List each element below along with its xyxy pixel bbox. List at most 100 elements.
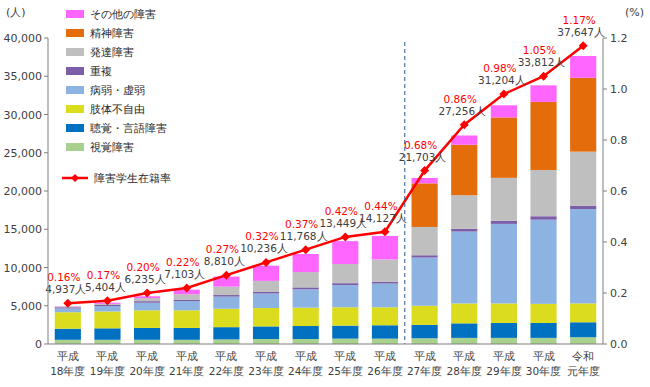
bar-segment (491, 323, 517, 338)
bar-segment (94, 328, 120, 339)
rate-marker (380, 227, 389, 236)
bar-segment (55, 329, 81, 340)
y2-axis-title: (%) (625, 6, 644, 19)
y-tick (44, 191, 48, 192)
bar-segment (94, 340, 120, 344)
x-tick-line: 27年度 (407, 365, 442, 377)
bar-segment (372, 339, 398, 344)
bar-segment (293, 289, 319, 307)
bar-segment (412, 258, 438, 306)
y-tick (44, 114, 48, 115)
total-label: 5,404人 (85, 281, 126, 293)
bar-segment (570, 206, 596, 209)
bar-segment (332, 283, 358, 285)
y-tick-label: 25,000 (4, 147, 43, 160)
bar-segment (293, 287, 319, 289)
bar-segment (293, 254, 319, 272)
y2-tick-label: 1.2 (610, 32, 628, 45)
total-label: 11,768人 (280, 230, 328, 242)
x-tick-line: 元年度 (567, 365, 600, 377)
bar-segment (174, 301, 200, 310)
y-tick (44, 344, 48, 345)
bar-segment (332, 307, 358, 325)
rate-label: 0.27% (206, 243, 239, 255)
bar-segment (253, 281, 279, 292)
bar-segment (253, 308, 279, 326)
y-tick-label: 40,000 (4, 32, 43, 45)
x-tick-line: 令和 (572, 350, 594, 362)
x-tick-label: 平成20年度 (129, 350, 164, 377)
x-tick-line: 18年度 (50, 365, 85, 377)
rate-marker (341, 232, 350, 241)
bar-segment (412, 306, 438, 325)
y2-tick-label: 0.4 (610, 236, 628, 249)
legend: その他の障害精神障害発達障害重複病弱・虚弱肢体不自由聴覚・言語障害視覚障害障害学… (62, 8, 171, 185)
x-tick-line: 平成 (533, 350, 555, 362)
x-tick-line: 平成 (453, 350, 475, 362)
bar-segment (253, 292, 279, 294)
rate-label: 0.86% (444, 93, 477, 105)
bar-segment (372, 307, 398, 325)
rate-label: 1.17% (562, 14, 595, 26)
x-tick-label: 平成19年度 (90, 350, 125, 377)
legend-swatch (66, 10, 84, 18)
y-tick (44, 76, 48, 77)
x-tick-label: 平成18年度 (50, 350, 85, 377)
x-tick-line: 26年度 (367, 365, 402, 377)
rate-label: 1.05% (523, 44, 556, 56)
bar-segment (134, 303, 160, 311)
bar-segment (530, 304, 556, 323)
rate-marker (460, 120, 469, 129)
bar-segment (213, 327, 239, 339)
bar-segment (491, 224, 517, 304)
rate-label: 0.44% (364, 200, 397, 212)
rate-marker (143, 289, 152, 298)
total-label: 31,204人 (478, 74, 526, 86)
y2-tick (603, 242, 607, 243)
bar-segment (491, 117, 517, 177)
bar-segment (213, 295, 239, 297)
total-label: 7,103人 (164, 268, 205, 280)
bar-segment (174, 310, 200, 328)
y-tick-label: 15,000 (4, 223, 43, 236)
bar-segment (372, 325, 398, 338)
legend-label: 視覚障害 (90, 141, 134, 154)
bar-segment (55, 340, 81, 344)
total-label: 21,703人 (399, 151, 447, 163)
plot-area (55, 41, 597, 344)
x-tick-line: 平成 (176, 350, 198, 362)
bar-segment (530, 170, 556, 216)
bar-segment (570, 78, 596, 152)
bar-segment (213, 339, 239, 344)
bar-segment (491, 178, 517, 221)
x-tick-line: 平成 (374, 350, 396, 362)
bar-segment (134, 310, 160, 328)
bar-segment (530, 338, 556, 344)
total-label: 14,127人 (359, 212, 407, 224)
rate-marker (579, 41, 588, 50)
y-axis-title: (人) (6, 6, 26, 19)
x-tick-label: 平成21年度 (169, 350, 204, 377)
bar-segment (293, 308, 319, 326)
bar-segment (213, 287, 239, 295)
y2-tick (603, 38, 607, 39)
bar-segment (372, 236, 398, 260)
y2-tick (603, 140, 607, 141)
x-tick-line: 平成 (96, 350, 118, 362)
rate-label: 0.20% (126, 261, 159, 273)
x-tick-line: 25年度 (328, 365, 363, 377)
labels: 4,937人0.16%5,404人0.17%6,235人0.20%7,103人0… (45, 14, 605, 296)
legend-label: その他の障害 (90, 8, 156, 21)
rate-label: 0.68% (404, 139, 437, 151)
bar-segment (293, 326, 319, 339)
x-tick-label: 平成23年度 (248, 350, 283, 377)
bar-segment (332, 241, 358, 264)
total-label: 27,256人 (438, 105, 486, 117)
bar-segment (213, 309, 239, 327)
legend-label: 肢体不自由 (90, 103, 145, 116)
rate-marker (420, 166, 429, 175)
bar-segment (293, 339, 319, 344)
y2-tick-label: 0.8 (610, 134, 628, 147)
x-tick-line: 30年度 (526, 365, 561, 377)
bar-segment (55, 312, 81, 328)
